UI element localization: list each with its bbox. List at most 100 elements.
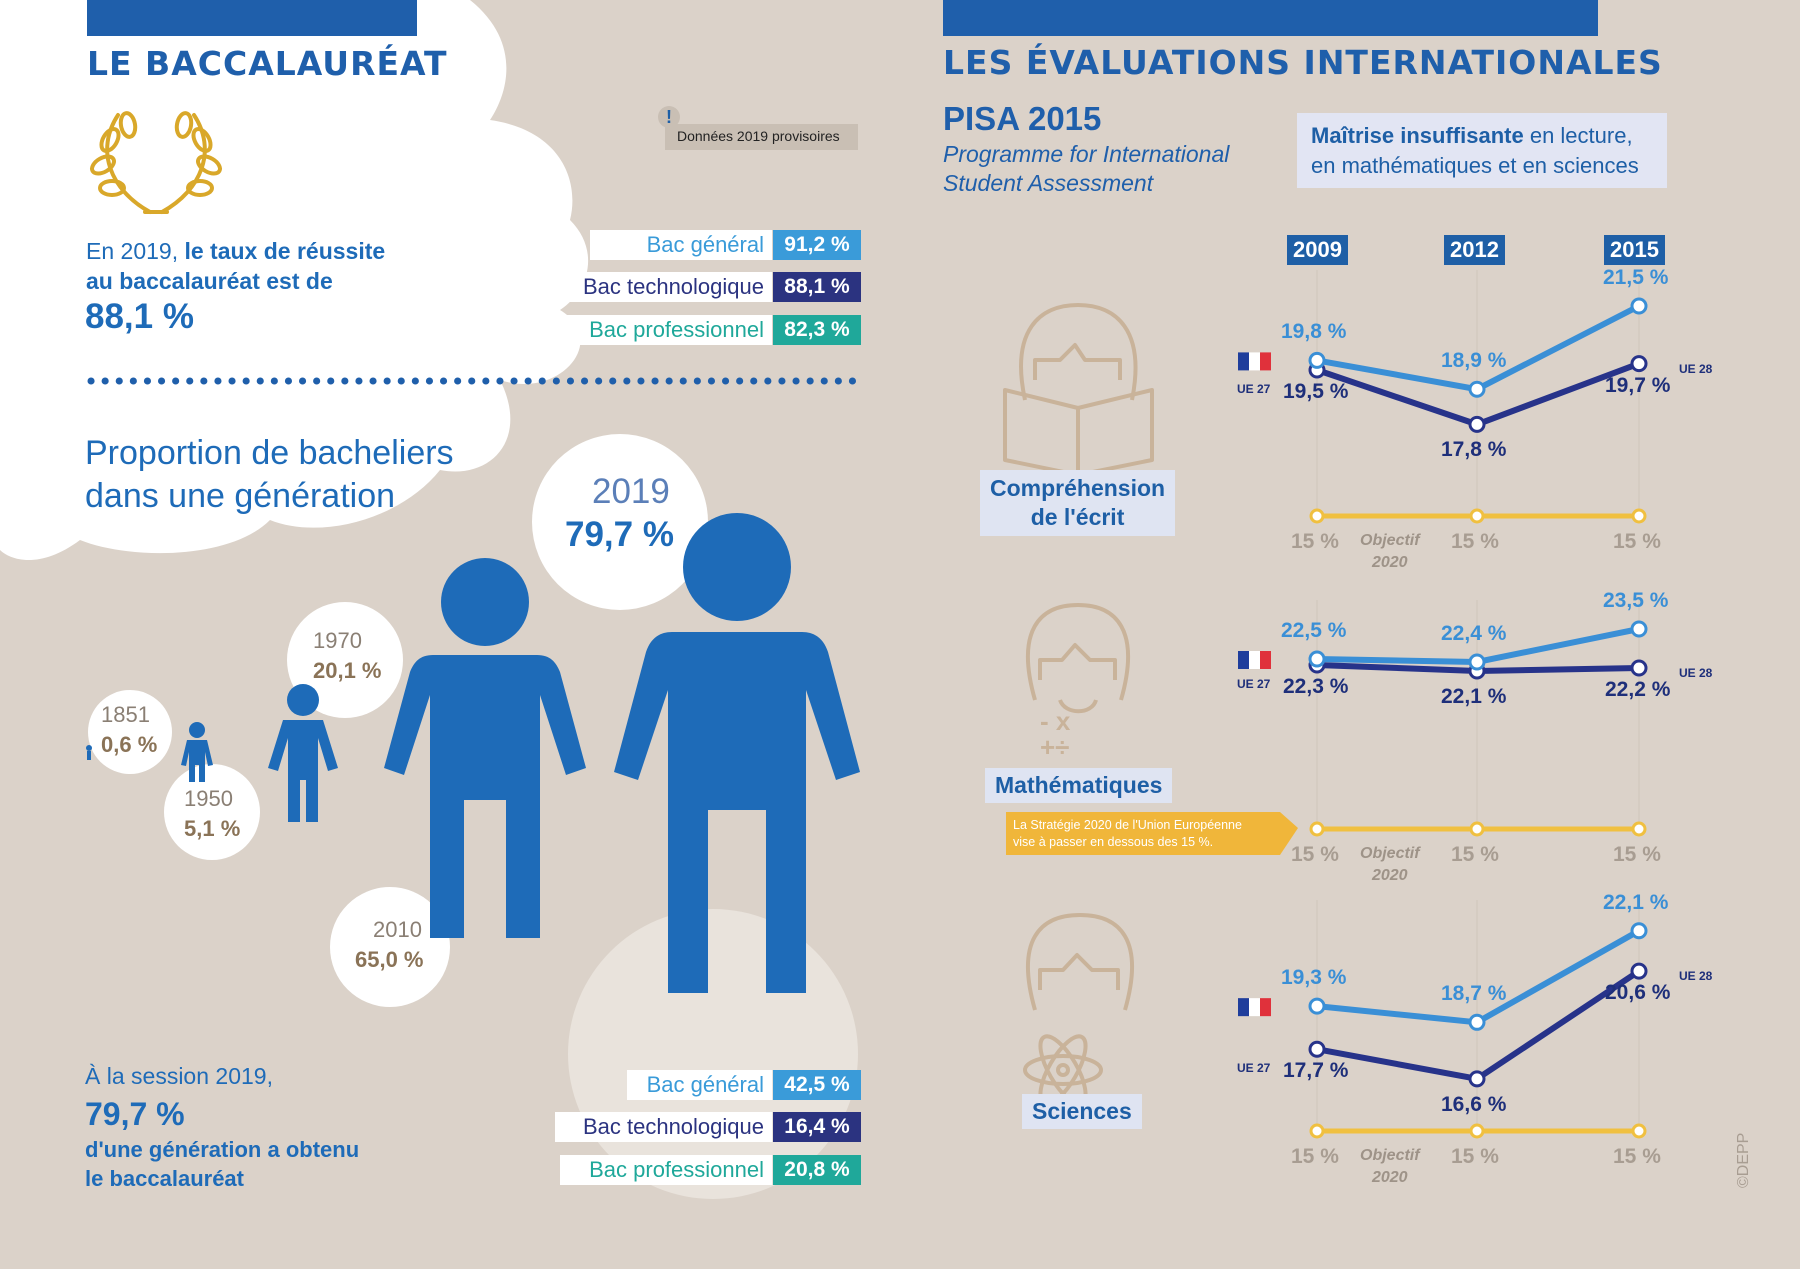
bar-value-pro: 82,3 % [784, 318, 850, 341]
ue-value-label: 17,7 % [1283, 1059, 1349, 1083]
year-tag-2009: 2009 [1287, 235, 1348, 265]
france-value-label: 19,8 % [1281, 320, 1347, 344]
provisional-note: Données 2019 provisoires [677, 128, 840, 144]
pisa-subtitle-line2: Student Assessment [943, 170, 1154, 196]
objective-caption: Objectif 2020 [1360, 843, 1420, 887]
flag-france-icon [1260, 998, 1271, 1017]
tile-reading-line2: de l'écrit [1030, 504, 1125, 530]
objective-year: 2020 [1371, 554, 1408, 571]
objective-point [1469, 1123, 1485, 1139]
session-lines: d'une génération a obtenu le baccalauréa… [85, 1135, 359, 1193]
ue-value-label: 22,2 % [1605, 678, 1671, 701]
circle-2019 [532, 434, 708, 610]
laurel-icon [90, 111, 222, 214]
bar-boxes-top [555, 230, 861, 345]
france-point [1630, 922, 1648, 940]
objective-point [1309, 508, 1325, 524]
right-section-title: LES ÉVALUATIONS INTERNATIONALES [943, 43, 1663, 82]
year-tag-2012: 2012 [1444, 235, 1505, 265]
value-1851: 0,6 % [101, 732, 158, 757]
france-point [1630, 297, 1648, 315]
france-value-label: 18,7 % [1441, 982, 1507, 1006]
legend-rest2: en mathématiques et en sciences [1311, 153, 1639, 178]
france-point [1308, 997, 1326, 1015]
figure-1970 [268, 684, 338, 822]
france-point [1468, 653, 1486, 671]
year-2019: 2019 [592, 472, 670, 511]
value-1950: 5,1 % [184, 816, 241, 841]
ue-value-label: 19,7 % [1605, 373, 1671, 397]
france-value-label: 22,5 % [1281, 619, 1347, 642]
gen-value-pro: 20,8 % [784, 1158, 850, 1181]
figure-2019 [614, 513, 860, 993]
france-series-line [1316, 928, 1641, 1026]
ue28-tag: UE 28 [1679, 969, 1713, 984]
bar-boxes-bottom [555, 1070, 861, 1185]
strategy-note-line2: vise à passer en dessous des 15 %. [1013, 835, 1214, 849]
proportion-title: Proportion de bacheliers dans une généra… [85, 432, 454, 518]
ue27-tag: UE 27 [1237, 382, 1271, 396]
objective-value-label: 15 % [1613, 1145, 1661, 1168]
france-point [1308, 351, 1326, 369]
session-line2: d'une génération a obtenu [85, 1137, 360, 1162]
circle-1851 [88, 690, 172, 774]
flag-france-icon [1249, 998, 1260, 1017]
strategy-note-box [1006, 812, 1298, 855]
session-value: 79,7 % [85, 1096, 185, 1132]
flag-france-icon [1249, 352, 1260, 371]
france-point [1468, 380, 1486, 398]
ue28-tag: UE 28 [1679, 666, 1713, 680]
intro-bold: le taux de réussite [184, 238, 386, 264]
white-cloud-shape [0, 0, 589, 560]
objective-value-label: 15 % [1451, 530, 1499, 553]
left-title-bar [87, 0, 417, 36]
ue-point [1468, 415, 1486, 433]
flag-france-icon [1260, 651, 1271, 669]
legend-bold: Maîtrise insuffisante [1311, 123, 1524, 148]
gen-label-techno: Bac technologique [582, 1114, 764, 1139]
year-1950: 1950 [184, 786, 233, 811]
ue-point [1308, 1040, 1326, 1058]
strategy-note: La Stratégie 2020 de l'Union Européenne … [1013, 817, 1242, 851]
note-box [665, 124, 858, 150]
maths-icon [1025, 603, 1131, 714]
objective-point [1469, 821, 1485, 837]
year-1970: 1970 [313, 628, 362, 653]
credit: ©DEPP [1735, 1132, 1752, 1188]
france-point [1630, 620, 1648, 638]
objective-caption: Objectif 2020 [1360, 1145, 1420, 1189]
objective-caption: Objectif 2020 [1360, 530, 1420, 574]
tile-reading: Compréhension de l'écrit [980, 470, 1176, 536]
objective-value-label: 15 % [1613, 530, 1661, 553]
france-value-label: 23,5 % [1603, 589, 1669, 612]
pisa-title: PISA 2015 [943, 100, 1102, 137]
france-value-label: 22,1 % [1603, 890, 1669, 914]
pisa-subtitle-line1: Programme for International [943, 141, 1230, 167]
objective-point [1309, 1123, 1325, 1139]
objective-value-label: 15 % [1291, 1145, 1339, 1168]
ue-value-label: 22,1 % [1441, 685, 1507, 708]
tile-maths: Mathématiques [985, 768, 1173, 803]
objective-value-label: 15 % [1291, 843, 1339, 866]
tile-reading-line1: Compréhension [990, 475, 1166, 501]
proportion-title-line1: Proportion de bacheliers [85, 434, 454, 472]
flag-france-icon [1238, 651, 1249, 669]
bar-label-general: Bac général [646, 232, 764, 257]
ue-value-label: 17,8 % [1441, 438, 1507, 462]
objective-year: 2020 [1371, 1169, 1408, 1186]
ue27-tag: UE 27 [1237, 1061, 1271, 1076]
france-value-label: 18,9 % [1441, 349, 1507, 373]
flag-france-icon [1238, 352, 1249, 371]
right-title-bar [943, 0, 1598, 36]
left-section-title: LE BACCALAURÉAT [87, 44, 448, 83]
figure-2010 [384, 558, 586, 938]
bar-label-pro: Bac professionnel [589, 317, 764, 342]
proportion-title-line2: dans une génération [85, 477, 396, 515]
intro-text: En 2019, le taux de réussite au baccalau… [86, 236, 385, 296]
ue-value-label: 22,3 % [1283, 675, 1349, 698]
year-2010: 2010 [373, 917, 422, 942]
objective-value-label: 15 % [1451, 843, 1499, 866]
pisa-subtitle: Programme for International Student Asse… [943, 140, 1229, 198]
